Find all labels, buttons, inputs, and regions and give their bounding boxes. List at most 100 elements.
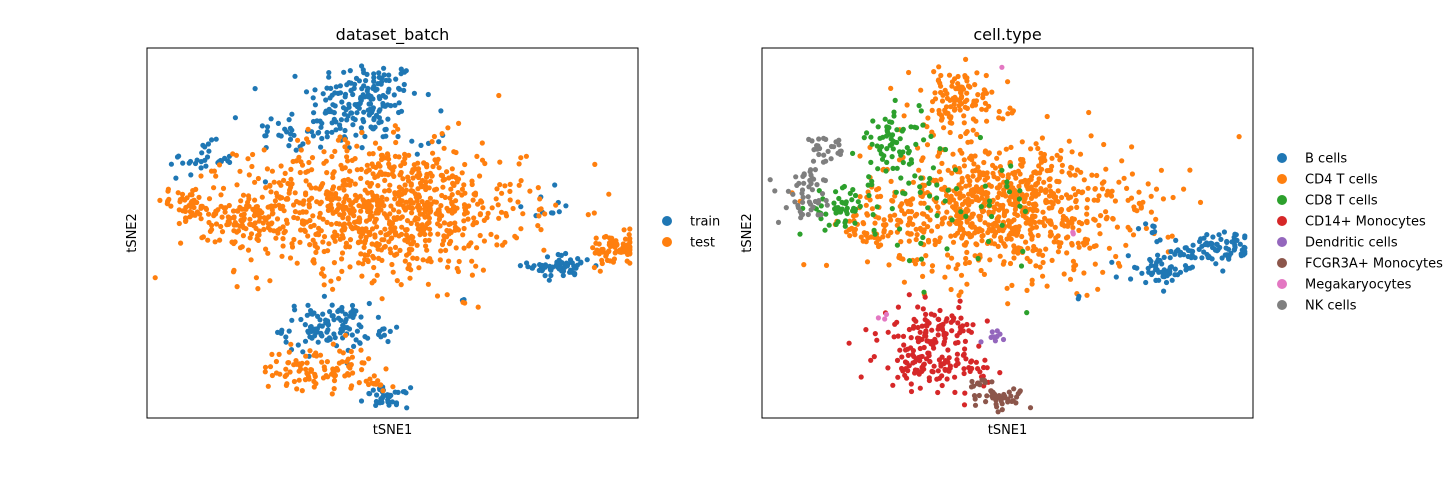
- scatter-point: [182, 197, 188, 203]
- scatter-point: [883, 311, 890, 317]
- scatter-point: [874, 337, 880, 343]
- scatter-point: [1099, 180, 1105, 186]
- scatter-point: [198, 205, 204, 211]
- scatter-point: [206, 196, 213, 202]
- scatter-point: [333, 191, 339, 197]
- scatter-point: [336, 276, 342, 282]
- scatter-point: [287, 125, 293, 131]
- scatter-point: [389, 261, 395, 268]
- scatter-point: [347, 209, 353, 215]
- scatter-point: [964, 200, 970, 206]
- scatter-point: [968, 329, 975, 335]
- scatter-point: [1033, 141, 1039, 147]
- scatter-point: [1092, 217, 1098, 223]
- scatter-point: [1169, 277, 1175, 283]
- scatter-point: [361, 83, 367, 89]
- scatter-point: [345, 215, 351, 221]
- scatter-point: [1008, 230, 1014, 236]
- scatter-point: [994, 404, 1000, 410]
- scatter-point: [371, 278, 377, 284]
- scatter-point: [358, 96, 364, 102]
- scatter-point: [250, 151, 256, 158]
- scatter-point: [286, 190, 292, 196]
- scatter-point: [912, 173, 918, 179]
- scatter-point: [423, 174, 430, 180]
- scatter-point: [281, 177, 287, 183]
- scatter-point: [578, 259, 584, 265]
- scatter-point: [819, 191, 826, 197]
- scatter-point: [935, 326, 941, 332]
- scatter-point: [872, 220, 878, 226]
- scatter-point: [373, 210, 379, 216]
- scatter-point: [922, 294, 928, 300]
- scatter-point: [507, 181, 513, 187]
- scatter-point: [923, 323, 929, 329]
- scatter-point: [986, 202, 993, 208]
- scatter-point: [291, 202, 297, 208]
- scatter-point: [513, 235, 520, 241]
- scatter-point: [989, 213, 995, 220]
- scatter-point: [1043, 246, 1049, 252]
- scatter-point: [858, 234, 864, 240]
- scatter-point: [346, 244, 353, 250]
- scatter-point: [919, 368, 925, 374]
- scatter-point: [1143, 225, 1149, 231]
- scatter-point: [339, 308, 345, 314]
- scatter-point: [268, 221, 274, 227]
- scatter-point: [969, 224, 975, 230]
- scatter-point: [917, 189, 923, 195]
- scatter-point: [390, 129, 397, 135]
- scatter-point: [1117, 263, 1123, 269]
- scatter-point: [274, 216, 281, 222]
- scatter-point: [920, 273, 926, 279]
- scatter-point: [424, 162, 430, 168]
- scatter-point: [289, 317, 295, 323]
- scatter-point: [961, 163, 968, 169]
- scatter-point: [396, 109, 402, 116]
- scatter-point: [261, 147, 267, 153]
- scatter-point: [934, 195, 940, 201]
- scatter-point: [342, 127, 348, 134]
- scatter-point: [981, 364, 987, 371]
- scatter-point: [847, 218, 853, 224]
- legend-label: Megakaryocytes: [1305, 278, 1412, 293]
- scatter-point: [373, 216, 379, 223]
- scatter-point: [1242, 235, 1248, 241]
- scatter-point: [307, 217, 313, 224]
- scatter-point: [308, 185, 314, 191]
- scatter-point: [925, 224, 931, 230]
- scatter-point: [999, 407, 1005, 413]
- scatter-point: [917, 184, 923, 190]
- scatter-point: [976, 343, 982, 349]
- scatter-point: [401, 87, 407, 93]
- scatter-point: [391, 92, 397, 98]
- scatter-point: [267, 364, 274, 370]
- scatter-point: [996, 150, 1003, 156]
- scatter-point: [898, 219, 904, 225]
- scatter-point: [949, 217, 955, 223]
- scatter-point: [269, 372, 275, 379]
- scatter-point: [1067, 172, 1074, 178]
- scatter-point: [283, 339, 289, 345]
- scatter-point: [1034, 207, 1040, 214]
- scatter-point: [329, 302, 335, 308]
- scatter-point: [929, 129, 935, 135]
- scatter-point: [904, 145, 910, 151]
- scatter-point: [970, 322, 976, 328]
- scatter-point: [978, 339, 984, 345]
- scatter-point: [1167, 255, 1173, 261]
- scatter-point: [883, 168, 889, 174]
- scatter-point: [366, 151, 372, 157]
- scatter-point: [309, 167, 315, 173]
- scatter-point: [388, 203, 394, 209]
- scatter-point: [229, 239, 235, 245]
- scatter-point: [406, 250, 412, 256]
- scatter-point: [991, 241, 998, 247]
- scatter-point: [954, 191, 960, 197]
- scatter-point: [957, 107, 963, 113]
- scatter-point: [948, 233, 954, 239]
- scatter-point: [328, 221, 334, 227]
- scatter-point: [894, 242, 901, 248]
- scatter-point: [890, 165, 896, 171]
- scatter-point: [320, 266, 326, 272]
